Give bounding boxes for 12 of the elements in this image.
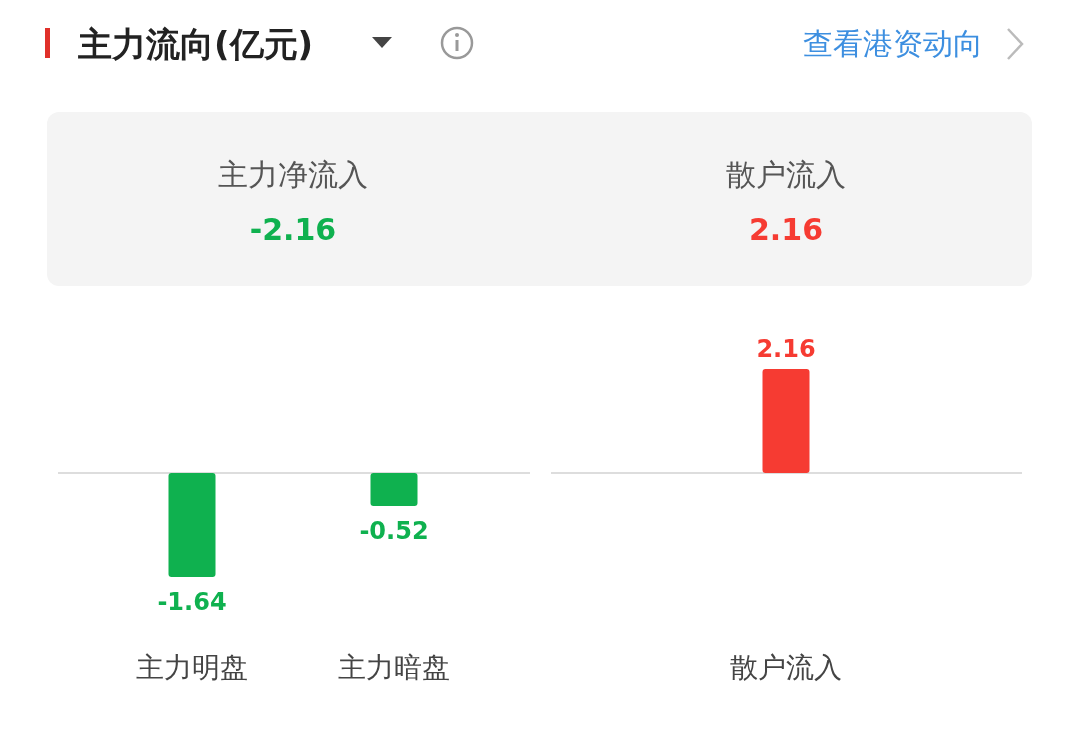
x-tick-label: 主力明盘 [136,651,248,684]
text: 主力净流入 [218,157,368,192]
text: 查看港资动向 [803,26,983,61]
data-label: -1.64 [157,588,227,616]
text: 散户流入 [726,157,846,192]
text: 主力流向(亿元) [77,24,314,64]
text: -2.16 [249,212,337,247]
data-label: 2.16 [756,335,816,363]
x-tick-label: 主力暗盘 [338,651,450,684]
data-label: -0.52 [359,516,429,545]
x-tick-label: 散户流入 [730,651,842,684]
text: 2.16 [748,212,824,247]
